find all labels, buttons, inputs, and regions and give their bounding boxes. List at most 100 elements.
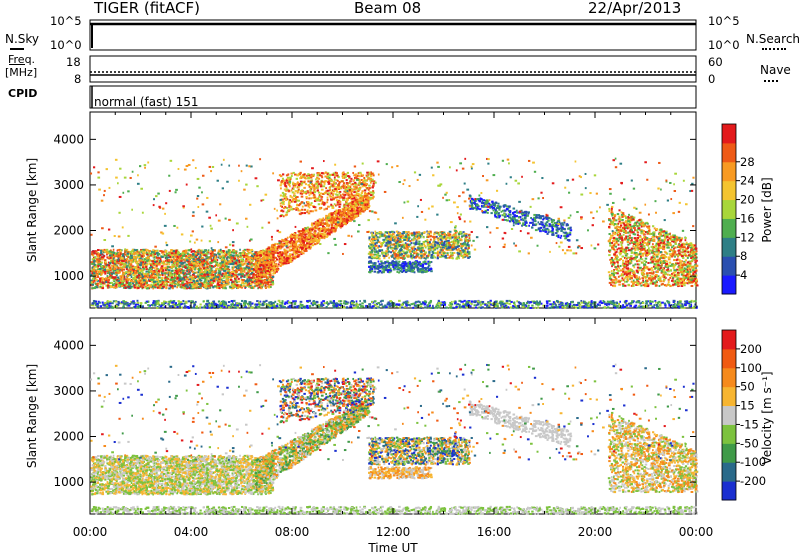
radar-echo [323, 227, 326, 230]
radar-echo [150, 265, 154, 268]
radar-echo [280, 257, 283, 260]
radar-echo [316, 235, 319, 238]
radar-echo [172, 279, 175, 282]
radar-echo [198, 278, 202, 281]
radar-echo [97, 255, 99, 258]
radar-echo [245, 284, 248, 287]
radar-echo [217, 269, 221, 272]
radar-echo [352, 183, 354, 186]
radar-echo [149, 264, 152, 267]
radar-echo [104, 270, 107, 273]
radar-echo [221, 261, 224, 264]
radar-echo [137, 286, 140, 289]
radar-echo [159, 283, 162, 286]
radar-echo [148, 285, 151, 288]
radar-echo [289, 260, 292, 263]
radar-echo [97, 268, 100, 271]
radar-echo [231, 260, 234, 263]
radar-echo [304, 235, 308, 238]
radar-echo [145, 265, 148, 268]
radar-echo [130, 254, 133, 257]
radar-echo [222, 259, 225, 262]
radar-echo [124, 283, 127, 286]
radar-echo [312, 196, 314, 199]
radar-echo [294, 248, 297, 251]
radar-echo [310, 174, 314, 177]
radar-echo [282, 210, 285, 213]
radar-echo [157, 280, 160, 283]
radar-echo [203, 280, 206, 283]
radar-echo [108, 252, 110, 255]
radar-echo [224, 269, 227, 272]
radar-echo [331, 214, 334, 217]
radar-echo [340, 218, 344, 221]
radar-echo [307, 236, 311, 239]
radar-echo [145, 256, 148, 259]
radar-echo [317, 183, 321, 186]
radar-echo [97, 263, 100, 266]
radar-echo [285, 260, 288, 263]
radar-echo [360, 173, 363, 176]
radar-echo [293, 232, 296, 235]
radar-echo [271, 250, 274, 253]
radar-echo [121, 266, 124, 269]
radar-echo [269, 269, 271, 272]
radar-echo [171, 263, 175, 266]
radar-echo [232, 282, 236, 285]
radar-echo [119, 277, 123, 280]
radar-echo [242, 284, 245, 287]
radar-echo [292, 251, 295, 254]
radar-echo [105, 248, 109, 251]
radar-echo [93, 272, 96, 275]
radar-echo [174, 251, 177, 254]
radar-echo [160, 267, 164, 270]
radar-echo [299, 192, 303, 195]
radar-echo [111, 265, 114, 268]
radar-echo [335, 209, 338, 212]
radar-echo [255, 275, 258, 278]
radar-echo [141, 271, 144, 274]
radar-echo [260, 281, 263, 284]
radar-echo [278, 261, 281, 264]
radar-echo [253, 253, 257, 256]
radar-echo [90, 261, 94, 264]
radar-echo [288, 179, 292, 182]
radar-echo [246, 262, 250, 265]
radar-echo [313, 222, 316, 225]
radar-echo [357, 172, 360, 175]
radar-echo [223, 255, 227, 258]
radar-echo [277, 245, 280, 248]
radar-echo [155, 265, 158, 268]
radar-echo [116, 272, 119, 275]
radar-echo [340, 187, 343, 190]
radar-echo [245, 258, 249, 261]
radar-echo [167, 281, 170, 284]
radar-echo [126, 281, 128, 284]
radar-echo [138, 284, 142, 287]
radar-echo [331, 229, 333, 232]
radar-echo [353, 197, 356, 200]
radar-echo [113, 260, 117, 263]
radar-echo [205, 277, 208, 280]
radar-echo [267, 252, 270, 255]
radar-echo [192, 267, 195, 270]
radar-echo [366, 196, 370, 199]
radar-echo [300, 201, 304, 204]
radar-echo [247, 255, 250, 258]
radar-echo [181, 282, 184, 285]
radar-echo [216, 282, 220, 285]
radar-echo [321, 176, 324, 179]
radar-echo [106, 270, 110, 273]
radar-echo [300, 230, 303, 233]
radar-echo [105, 279, 109, 282]
radar-echo [267, 281, 270, 284]
radar-echo [231, 255, 235, 258]
radar-echo [295, 196, 298, 199]
radar-echo [282, 215, 285, 218]
radar-echo [225, 262, 228, 265]
radar-echo [228, 254, 231, 257]
radar-echo [306, 210, 309, 213]
radar-echo [230, 274, 233, 277]
radar-echo [214, 257, 217, 260]
radar-echo [116, 259, 120, 262]
